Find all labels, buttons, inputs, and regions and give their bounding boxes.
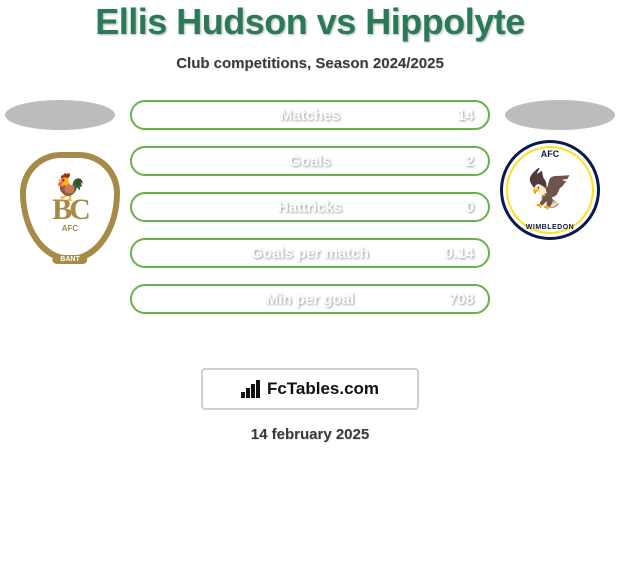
- stat-label: Hattricks: [278, 199, 342, 216]
- afc-top-text: AFC: [541, 149, 560, 159]
- subtitle: Club competitions, Season 2024/2025: [0, 55, 620, 72]
- stat-value: 2: [466, 153, 474, 170]
- stat-value: 14: [457, 107, 474, 124]
- branding-box: FcTables.com: [201, 368, 419, 410]
- stats-container: Matches 14 Goals 2 Hattricks 0 Goals per match…: [130, 100, 490, 330]
- stat-value: 0: [466, 199, 474, 216]
- badge-banner: BANT: [52, 255, 87, 264]
- stat-pill: Min per goal 708: [130, 284, 490, 314]
- left-pedestal-shape: [5, 100, 115, 130]
- badge-main-text: BC: [52, 198, 88, 222]
- comparison-row: 🐓 BC AFC BANT AFC 🦅 WIMBLEDON Matches 14 G…: [0, 100, 620, 360]
- stat-pill: Hattricks 0: [130, 192, 490, 222]
- bar-chart-icon: [241, 380, 263, 398]
- stat-pill: Goals 2: [130, 146, 490, 176]
- stat-value: 0.14: [445, 245, 474, 262]
- stat-value: 708: [449, 291, 474, 308]
- stat-label: Matches: [280, 107, 340, 124]
- eagle-icon: 🦅: [526, 171, 573, 209]
- branding-text: FcTables.com: [267, 379, 379, 399]
- footer-date: 14 february 2025: [0, 426, 620, 443]
- left-club-badge: 🐓 BC AFC BANT: [20, 152, 120, 262]
- stat-label: Goals per match: [251, 245, 369, 262]
- stat-label: Goals: [289, 153, 331, 170]
- page-title: Ellis Hudson vs Hippolyte: [0, 0, 620, 43]
- stat-label: Min per goal: [266, 291, 354, 308]
- stat-pill: Goals per match 0.14: [130, 238, 490, 268]
- badge-sub-text: AFC: [62, 224, 78, 233]
- stat-pill: Matches 14: [130, 100, 490, 130]
- afc-bottom-text: WIMBLEDON: [526, 224, 574, 231]
- right-club-badge: AFC 🦅 WIMBLEDON: [500, 140, 600, 240]
- right-pedestal-shape: [505, 100, 615, 130]
